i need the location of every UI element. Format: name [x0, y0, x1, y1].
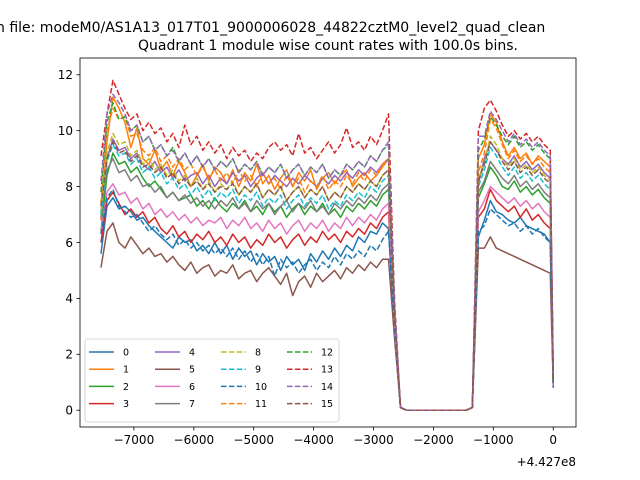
- x-tick-label: −1000: [473, 433, 514, 447]
- legend-label-4: 4: [189, 348, 195, 359]
- series-line-9: [100, 143, 554, 411]
- legend-label-12: 12: [321, 348, 333, 359]
- y-tick-label: 2: [65, 348, 73, 362]
- legend-label-5: 5: [189, 365, 195, 376]
- series-line-13: [100, 79, 554, 411]
- series-line-6: [100, 183, 554, 411]
- y-tick-label: 10: [58, 124, 73, 138]
- x-tick-label: −3000: [353, 433, 394, 447]
- legend-label-1: 1: [123, 365, 129, 376]
- y-axis: 0 2 4 6 8 10 12: [58, 68, 80, 418]
- figure-suptitle: n file: modeM0/AS1A13_017T01_9000006028_…: [0, 20, 545, 36]
- series-line-4: [100, 138, 554, 411]
- legend-label-8: 8: [255, 348, 261, 359]
- legend-label-14: 14: [321, 382, 333, 393]
- legend-label-7: 7: [189, 399, 195, 410]
- plot-area: −7000 −6000 −5000 −4000 −3000 −2000 −1000 0 0 2 4…: [58, 57, 577, 447]
- legend-box: [84, 338, 340, 423]
- series-line-10: [100, 188, 554, 411]
- x-tick-label: 0: [549, 433, 557, 447]
- series-layer: [100, 79, 554, 411]
- legend-label-13: 13: [321, 365, 333, 376]
- x-tick-label: −5000: [233, 433, 274, 447]
- series-line-5: [100, 222, 554, 411]
- legend-label-3: 3: [123, 399, 129, 410]
- y-tick-label: 0: [65, 404, 73, 418]
- legend-label-11: 11: [255, 399, 267, 410]
- chart-title: Quadrant 1 module wise count rates with …: [138, 38, 518, 54]
- y-tick-label: 8: [65, 180, 73, 194]
- legend-label-10: 10: [255, 382, 267, 393]
- series-line-11: [100, 107, 554, 411]
- series-line-14: [100, 93, 554, 411]
- series-line-7: [100, 157, 554, 411]
- x-axis-offset-label: +4.427e8: [517, 455, 576, 469]
- x-axis: −7000 −6000 −5000 −4000 −3000 −2000 −1000 0: [114, 427, 557, 447]
- legend-label-2: 2: [123, 382, 129, 393]
- series-line-15: [100, 141, 554, 411]
- legend-label-9: 9: [255, 365, 261, 376]
- x-tick-label: −6000: [174, 433, 215, 447]
- x-tick-label: −2000: [413, 433, 454, 447]
- y-tick-label: 6: [65, 236, 73, 250]
- legend-label-6: 6: [189, 382, 195, 393]
- series-line-0: [100, 197, 554, 411]
- y-tick-label: 12: [58, 68, 73, 82]
- legend-label-0: 0: [123, 348, 129, 359]
- y-tick-label: 4: [65, 292, 73, 306]
- legend-label-15: 15: [321, 399, 333, 410]
- series-line-3: [100, 188, 554, 411]
- x-tick-label: −7000: [114, 433, 155, 447]
- x-tick-label: −4000: [293, 433, 334, 447]
